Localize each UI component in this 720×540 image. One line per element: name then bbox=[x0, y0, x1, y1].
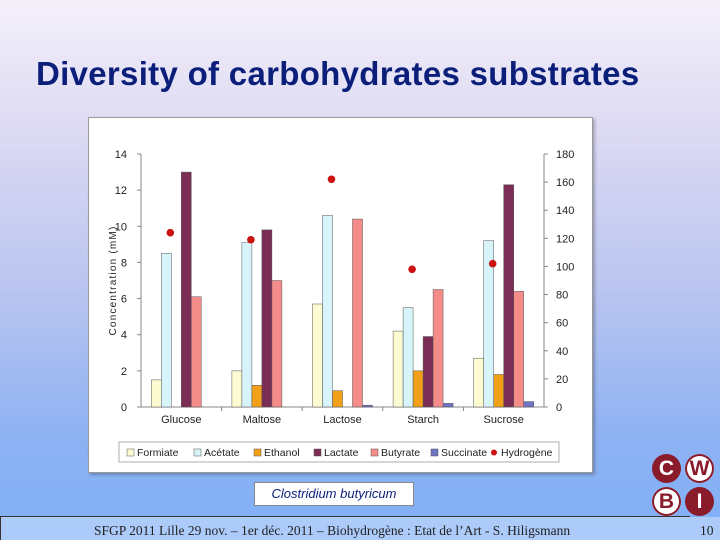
legend-swatch-formiate bbox=[126, 448, 135, 457]
hydrogen-point-lactose bbox=[327, 175, 336, 184]
footer-divider bbox=[0, 516, 690, 517]
y2-tick-label: 20 bbox=[556, 374, 568, 386]
chart-panel: 0 2 4 6 8 10 12 14 0 20 40 60 80 100 120 140 160 180 Conce… bbox=[88, 117, 593, 473]
y-tick-label: 8 bbox=[121, 257, 127, 269]
y2-tick-label: 120 bbox=[556, 233, 574, 245]
bar-succinate-lactose bbox=[362, 404, 373, 408]
bar-actate-maltose bbox=[241, 242, 253, 408]
bar-actate-sucrose bbox=[483, 240, 494, 408]
y2-tick-label: 80 bbox=[556, 290, 568, 302]
chart-caption: Clostridium butyricum bbox=[254, 482, 414, 506]
logo-letter-b: B bbox=[652, 487, 681, 516]
y2-axis-title: Hydrogen production yield (mL/g COD) bbox=[591, 175, 592, 365]
bar-butyrate-glucose bbox=[191, 296, 202, 408]
y-tick-label: 2 bbox=[121, 366, 127, 378]
legend-label-butyrate: Butyrate bbox=[381, 447, 420, 459]
slide-title: Diversity of carbohydrates substrates bbox=[36, 55, 640, 92]
bar-lactate-maltose bbox=[261, 229, 273, 408]
hydrogen-point-starch bbox=[408, 265, 416, 274]
x-category-label: Starch bbox=[407, 414, 439, 426]
y2-tick-label: 180 bbox=[556, 149, 574, 161]
bar-formiate-sucrose bbox=[473, 357, 484, 408]
bar-formiate-maltose bbox=[231, 370, 243, 408]
y2-tick-label: 100 bbox=[556, 261, 574, 273]
x-category-label: Lactose bbox=[323, 414, 362, 426]
bar-butyrate-lactose bbox=[352, 218, 363, 408]
y-tick-label: 14 bbox=[115, 149, 127, 161]
y2-tick-label: 140 bbox=[556, 205, 574, 217]
legend-swatch-butyrate bbox=[370, 448, 379, 457]
hydrogen-point-maltose bbox=[247, 235, 255, 244]
bar-butyrate-sucrose bbox=[513, 291, 524, 408]
legend-swatch-succinate bbox=[430, 448, 439, 457]
legend-label-ethanol: Ethanol bbox=[264, 447, 300, 459]
bar-actate-starch bbox=[402, 307, 414, 408]
y2-tick-label: 160 bbox=[556, 177, 574, 189]
bar-actate-glucose bbox=[161, 253, 172, 408]
bar-lactate-starch bbox=[422, 336, 434, 408]
bar-ethanol-sucrose bbox=[493, 374, 504, 408]
y-axis-title: Concentration (mM) bbox=[108, 226, 119, 336]
x-category-label: Glucose bbox=[161, 414, 201, 426]
bar-succinate-starch bbox=[442, 403, 454, 408]
bar-formiate-starch bbox=[392, 330, 404, 408]
y-tick-label: 0 bbox=[121, 402, 127, 414]
legend-swatch-ethanol bbox=[253, 448, 262, 457]
legend-label-actate: Acétate bbox=[204, 447, 240, 459]
x-category-label: Sucrose bbox=[484, 414, 524, 426]
y2-tick-label: 40 bbox=[556, 346, 568, 358]
bar-butyrate-starch bbox=[432, 289, 444, 408]
bar-succinate-sucrose bbox=[523, 401, 534, 408]
legend-swatch-hydrogene bbox=[491, 449, 497, 456]
y-tick-label: 10 bbox=[115, 221, 127, 233]
page-number: 10 bbox=[700, 523, 714, 538]
logo-letter-i: I bbox=[685, 487, 714, 516]
logo-letter-c: C bbox=[652, 454, 681, 483]
legend-label-formiate: Formiate bbox=[137, 447, 179, 459]
bar-lactate-glucose bbox=[181, 171, 192, 408]
bar-ethanol-starch bbox=[412, 370, 424, 408]
bar-formiate-glucose bbox=[151, 379, 162, 408]
legend-swatch-actate bbox=[193, 448, 202, 457]
footer-text: SFGP 2011 Lille 29 nov. – 1er déc. 2011 … bbox=[94, 523, 571, 538]
legend-label-lactate: Lactate bbox=[324, 447, 359, 459]
hydrogen-point-glucose bbox=[166, 228, 175, 237]
bar-chart: 02468101214020406080100120140160180Conce… bbox=[108, 149, 592, 463]
x-category-label: Maltose bbox=[243, 414, 282, 426]
cwbi-logo: C W B I bbox=[648, 450, 718, 520]
bar-ethanol-lactose bbox=[332, 390, 343, 408]
legend-box bbox=[118, 441, 560, 463]
legend-swatch-lactate bbox=[313, 448, 322, 457]
y-tick-label: 12 bbox=[115, 185, 127, 197]
legend-label-succinate: Succinate bbox=[441, 447, 487, 459]
y-tick-label: 6 bbox=[121, 294, 127, 306]
logo-letter-w: W bbox=[685, 454, 714, 483]
bar-lactate-sucrose bbox=[503, 184, 514, 408]
y2-tick-label: 60 bbox=[556, 318, 568, 330]
hydrogen-point-sucrose bbox=[488, 259, 497, 268]
bar-actate-lactose bbox=[322, 215, 333, 408]
bar-butyrate-maltose bbox=[271, 280, 283, 408]
footer-edge bbox=[0, 516, 1, 540]
y-tick-label: 4 bbox=[121, 330, 127, 342]
bar-formiate-lactose bbox=[312, 303, 323, 408]
footer-background bbox=[0, 517, 720, 540]
legend-label-hydrogene: Hydrogène bbox=[501, 447, 553, 459]
bar-ethanol-maltose bbox=[251, 385, 263, 408]
y2-tick-label: 0 bbox=[556, 402, 562, 414]
